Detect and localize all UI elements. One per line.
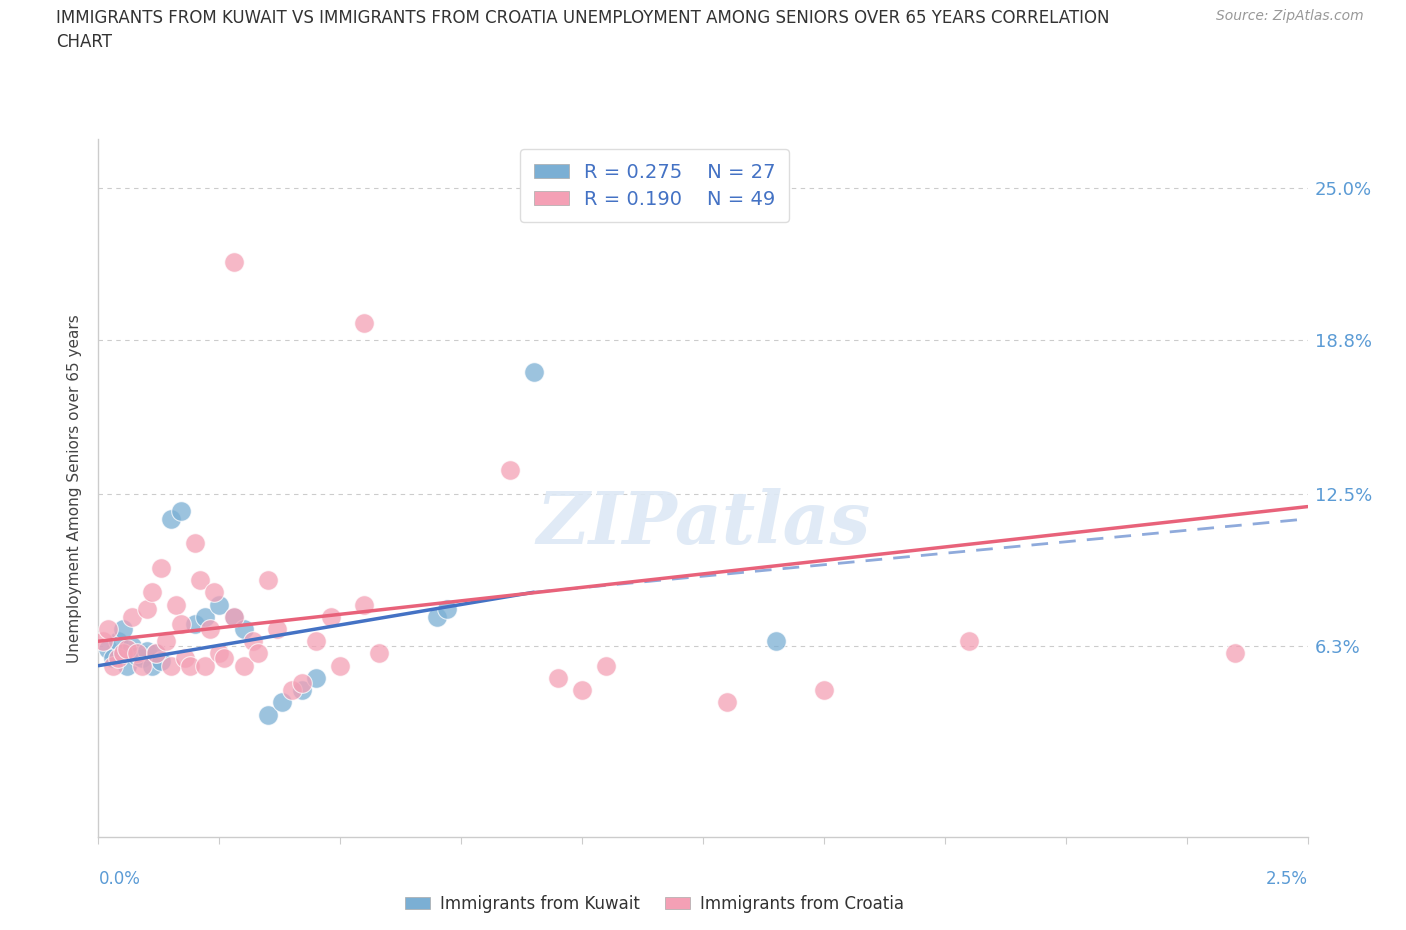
Point	[165, 597, 187, 612]
Point	[353, 315, 375, 330]
Legend: Immigrants from Kuwait, Immigrants from Croatia: Immigrants from Kuwait, Immigrants from …	[398, 888, 911, 920]
Point	[242, 633, 264, 648]
Point	[194, 609, 217, 624]
Point	[121, 639, 143, 654]
Point	[198, 621, 221, 636]
Point	[111, 621, 134, 636]
Point	[222, 255, 245, 270]
Y-axis label: Unemployment Among Seniors over 65 years: Unemployment Among Seniors over 65 years	[67, 314, 83, 662]
Point	[716, 695, 738, 710]
Point	[101, 658, 124, 673]
Point	[222, 609, 245, 624]
Point	[107, 651, 129, 666]
Point	[155, 633, 177, 648]
Point	[135, 602, 157, 617]
Point	[208, 597, 231, 612]
Point	[957, 633, 980, 648]
Point	[117, 658, 139, 673]
Point	[141, 658, 163, 673]
Point	[145, 646, 167, 661]
Point	[127, 646, 149, 661]
Point	[135, 644, 157, 658]
Text: CHART: CHART	[56, 33, 112, 50]
Point	[111, 646, 134, 661]
Point	[232, 658, 254, 673]
Point	[150, 561, 173, 576]
Point	[204, 585, 226, 600]
Point	[765, 633, 787, 648]
Point	[97, 621, 120, 636]
Point	[184, 617, 207, 631]
Point	[1223, 646, 1246, 661]
Point	[426, 609, 449, 624]
Point	[353, 597, 375, 612]
Point	[290, 675, 312, 690]
Point	[232, 621, 254, 636]
Point	[595, 658, 617, 673]
Point	[256, 573, 278, 588]
Point	[160, 512, 183, 526]
Point	[194, 658, 217, 673]
Point	[131, 658, 153, 673]
Point	[127, 648, 149, 663]
Text: 2.5%: 2.5%	[1265, 870, 1308, 888]
Point	[813, 683, 835, 698]
Point	[523, 365, 546, 379]
Text: 0.0%: 0.0%	[98, 870, 141, 888]
Point	[145, 646, 167, 661]
Point	[290, 683, 312, 698]
Point	[266, 621, 288, 636]
Point	[141, 585, 163, 600]
Point	[571, 683, 593, 698]
Point	[91, 633, 114, 648]
Point	[121, 609, 143, 624]
Point	[271, 695, 294, 710]
Point	[150, 654, 173, 669]
Point	[208, 646, 231, 661]
Point	[222, 609, 245, 624]
Point	[101, 651, 124, 666]
Point	[319, 609, 342, 624]
Text: ZIPatlas: ZIPatlas	[536, 487, 870, 559]
Point	[305, 633, 328, 648]
Point	[281, 683, 304, 698]
Point	[97, 641, 120, 656]
Text: Source: ZipAtlas.com: Source: ZipAtlas.com	[1216, 9, 1364, 23]
Point	[305, 671, 328, 685]
Point	[117, 641, 139, 656]
Point	[174, 651, 197, 666]
Point	[368, 646, 391, 661]
Point	[179, 658, 201, 673]
Point	[329, 658, 352, 673]
Point	[169, 617, 191, 631]
Point	[547, 671, 569, 685]
Point	[247, 646, 270, 661]
Point	[212, 651, 235, 666]
Point	[188, 573, 211, 588]
Point	[107, 633, 129, 648]
Text: IMMIGRANTS FROM KUWAIT VS IMMIGRANTS FROM CROATIA UNEMPLOYMENT AMONG SENIORS OVE: IMMIGRANTS FROM KUWAIT VS IMMIGRANTS FRO…	[56, 9, 1109, 27]
Point	[498, 462, 520, 477]
Point	[160, 658, 183, 673]
Point	[184, 536, 207, 551]
Point	[256, 707, 278, 722]
Point	[131, 651, 153, 666]
Point	[169, 504, 191, 519]
Point	[436, 602, 458, 617]
